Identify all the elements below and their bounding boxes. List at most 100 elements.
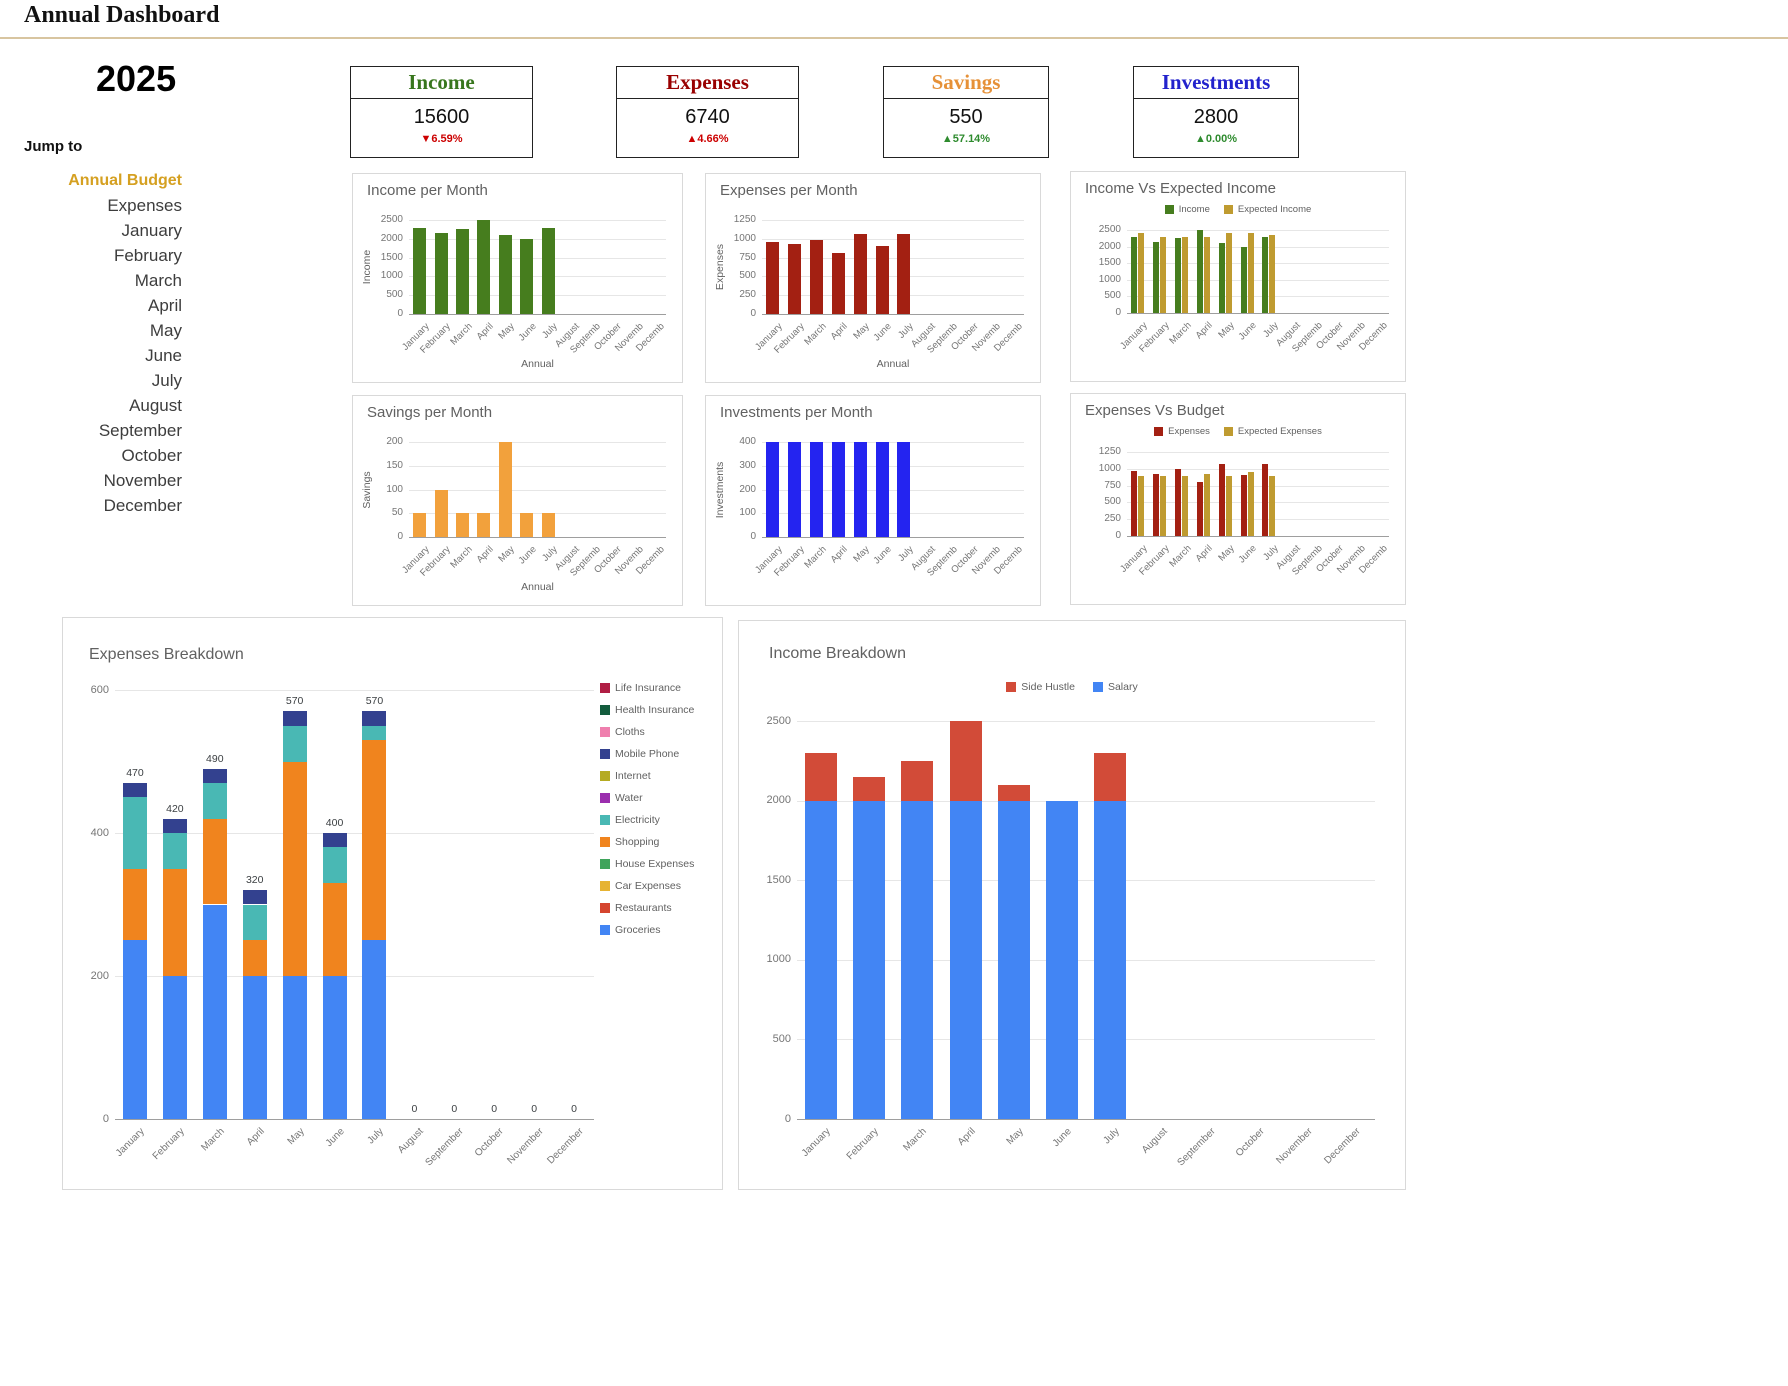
bar-expenses-january — [1131, 471, 1138, 536]
gridline-2000 — [797, 800, 1375, 802]
legend-item-restaurants: Restaurants — [600, 902, 672, 914]
x-label-march: March — [1166, 320, 1194, 347]
investments_per_month-title: Investments per Month — [720, 404, 873, 421]
x-label-may: May — [496, 544, 518, 565]
y-tick-750: 750 — [739, 251, 756, 263]
gridline-0 — [409, 537, 666, 538]
bar-expenses-march — [810, 239, 824, 314]
legend-label-expected-expenses: Expected Expenses — [1237, 426, 1322, 437]
kpi-card-income-title: Income — [351, 67, 532, 99]
legend-label-life-insurance: Life Insurance — [615, 682, 681, 694]
bar-savings-may — [498, 442, 512, 537]
gridline-2500 — [1127, 230, 1389, 231]
total-label-october: 0 — [491, 1103, 498, 1115]
legend-swatch-house-expenses — [600, 859, 610, 869]
jump-nav: Annual Budget Expenses January February Marc… — [16, 168, 182, 518]
bar-electricity-february — [162, 833, 187, 869]
bar-expenses-february — [1153, 473, 1160, 536]
y-tick-0: 0 — [397, 308, 403, 319]
jump-link-february[interactable]: February — [113, 246, 182, 265]
bar-shopping-january — [122, 868, 147, 941]
expenses_per_month-y-axis-title: Expenses — [714, 243, 726, 291]
jump-link-july[interactable]: July — [151, 371, 182, 390]
x-label-june: June — [323, 1126, 347, 1150]
y-tick-200: 200 — [386, 436, 403, 447]
jump-link-expenses[interactable]: Expenses — [107, 196, 182, 215]
total-label-june: 400 — [325, 817, 344, 829]
x-label-august: August — [1140, 1126, 1171, 1156]
bar-mobile-phone-february — [162, 818, 187, 833]
investments-per-month-chart: Investments per Month 0 100 200 300 400 Januar… — [705, 395, 1041, 606]
bar-electricity-july — [362, 725, 387, 741]
bar-expected-income-june — [1247, 233, 1254, 313]
legend-swatch-cloths — [600, 727, 610, 737]
legend-label-groceries: Groceries — [615, 924, 661, 936]
gridline-0 — [115, 1119, 594, 1120]
bar-electricity-april — [242, 904, 267, 941]
x-label-march: March — [199, 1126, 227, 1154]
gridline-300 — [762, 465, 1024, 467]
legend-item-mobile-phone: Mobile Phone — [600, 748, 679, 760]
kpi-card-income: Income 15600 ▼6.59% — [350, 66, 533, 158]
gridline-50 — [409, 513, 666, 515]
x-label-january: January — [799, 1126, 833, 1159]
x-label-march: March — [447, 321, 475, 348]
bar-expected-income-may — [1225, 233, 1232, 313]
total-label-march: 490 — [206, 752, 224, 765]
bar-electricity-june — [322, 847, 347, 884]
y-tick-1000: 1000 — [766, 953, 791, 966]
gridline-200 — [115, 976, 594, 977]
income-vs-expected-income-chart: Income Vs Expected Income Income Expected … — [1070, 171, 1406, 382]
bar-expected-expenses-january — [1138, 475, 1145, 536]
jump-link-december[interactable]: December — [103, 496, 182, 515]
legend-swatch-car-expenses — [600, 881, 610, 891]
gridline-1500 — [797, 880, 1375, 882]
jump-link-september[interactable]: September — [98, 421, 182, 440]
jump-link-january[interactable]: January — [121, 221, 182, 240]
jump-link-october[interactable]: October — [121, 446, 182, 465]
y-tick-50: 50 — [391, 507, 403, 519]
expenses_vs_budget-title: Expenses Vs Budget — [1085, 402, 1225, 419]
x-label-june: June — [1050, 1126, 1074, 1150]
y-tick-200: 200 — [739, 483, 756, 495]
y-tick-0: 0 — [750, 308, 756, 319]
income_breakdown-legend: Side Hustle Salary — [739, 681, 1405, 693]
gridline-250 — [762, 295, 1024, 297]
legend-label-electricity: Electricity — [615, 814, 660, 826]
legend-swatch-expenses — [1154, 427, 1164, 436]
bar-income-june — [520, 238, 534, 314]
gridline-500 — [762, 276, 1024, 278]
total-label-february: 420 — [166, 802, 184, 815]
expenses_per_month-x-axis-title: Annual — [876, 358, 910, 370]
bar-investments-april — [831, 442, 845, 537]
legend-item-salary: Salary — [1092, 681, 1138, 693]
x-label-june: June — [1236, 543, 1259, 566]
bar-expected-income-february — [1160, 236, 1167, 313]
x-label-april: April — [474, 544, 496, 566]
legend-item-internet: Internet — [600, 770, 651, 782]
bar-income-may — [1218, 243, 1225, 313]
legend-swatch-health-insurance — [600, 705, 610, 715]
jump-link-annual-budget[interactable]: Annual Budget — [68, 172, 182, 189]
y-tick-750: 750 — [1104, 479, 1121, 491]
jump-link-march[interactable]: March — [134, 271, 182, 290]
gridline-0 — [1127, 313, 1389, 314]
jump-link-may[interactable]: May — [149, 321, 182, 340]
jump-link-november[interactable]: November — [103, 471, 182, 490]
bar-groceries-june — [322, 976, 347, 1119]
gridline-250 — [1127, 519, 1389, 521]
bar-income-january — [1131, 236, 1138, 313]
bar-groceries-march — [202, 904, 227, 1119]
bar-side-hustle-april — [949, 721, 982, 801]
legend-label-health-insurance: Health Insurance — [615, 704, 695, 716]
x-label-march: March — [1166, 543, 1194, 570]
expenses_per_month-title: Expenses per Month — [720, 182, 858, 199]
jump-link-august[interactable]: August — [129, 396, 182, 415]
total-label-may: 570 — [285, 695, 304, 708]
x-label-january: January — [113, 1126, 147, 1159]
jump-link-june[interactable]: June — [145, 346, 182, 365]
kpi-card-income-value: 15600 — [413, 106, 470, 128]
y-tick-1250: 1250 — [1098, 446, 1121, 457]
income-per-month-chart: Income per Month 0 500 1000 1500 2000 2500 Janu… — [352, 173, 683, 383]
jump-link-april[interactable]: April — [147, 296, 182, 315]
